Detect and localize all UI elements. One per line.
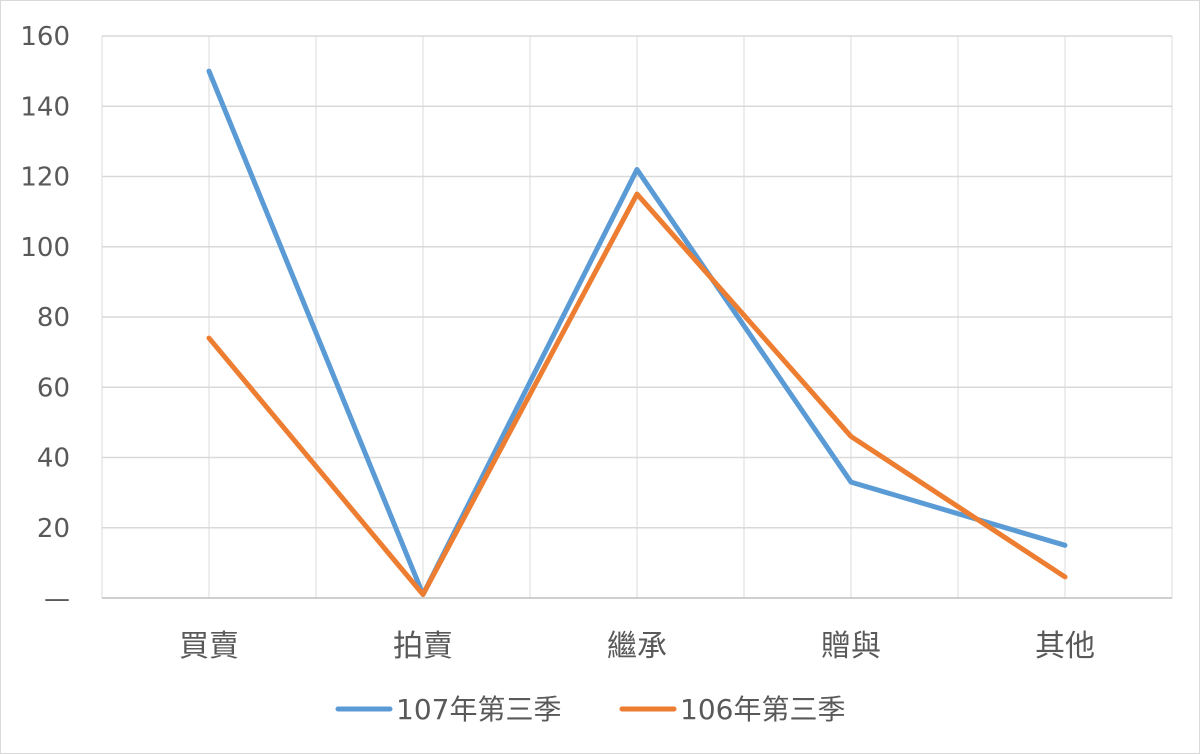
- legend-label: 107年第三季: [396, 693, 561, 726]
- x-axis-tick-labels: 買賣 拍賣 繼承 贈與 其他: [179, 629, 1095, 664]
- legend-label: 106年第三季: [680, 693, 845, 726]
- y-tick-label: 80: [37, 303, 70, 333]
- y-tick-label: 20: [37, 514, 70, 544]
- x-tick-label: 贈與: [821, 629, 881, 664]
- legend: 107年第三季 106年第三季: [335, 693, 845, 726]
- x-tick-label: 買賣: [179, 629, 239, 664]
- y-tick-label: 40: [37, 444, 70, 474]
- y-tick-label: 100: [20, 233, 70, 263]
- y-tick-label: 160: [20, 22, 70, 52]
- series-lines: [206, 68, 1068, 597]
- x-tick-label: 拍賣: [393, 629, 453, 664]
- y-axis-tick-labels: — 20 40 60 80 100 120 140 160: [20, 22, 70, 614]
- y-tick-label: 140: [20, 92, 70, 122]
- x-tick-label: 繼承: [607, 629, 667, 664]
- y-tick-label: 60: [37, 373, 70, 403]
- horizontal-gridlines: [102, 35, 1172, 529]
- y-tick-label: 120: [20, 163, 70, 193]
- x-tick-label: 其他: [1035, 629, 1095, 664]
- y-tick-label: —: [44, 584, 70, 614]
